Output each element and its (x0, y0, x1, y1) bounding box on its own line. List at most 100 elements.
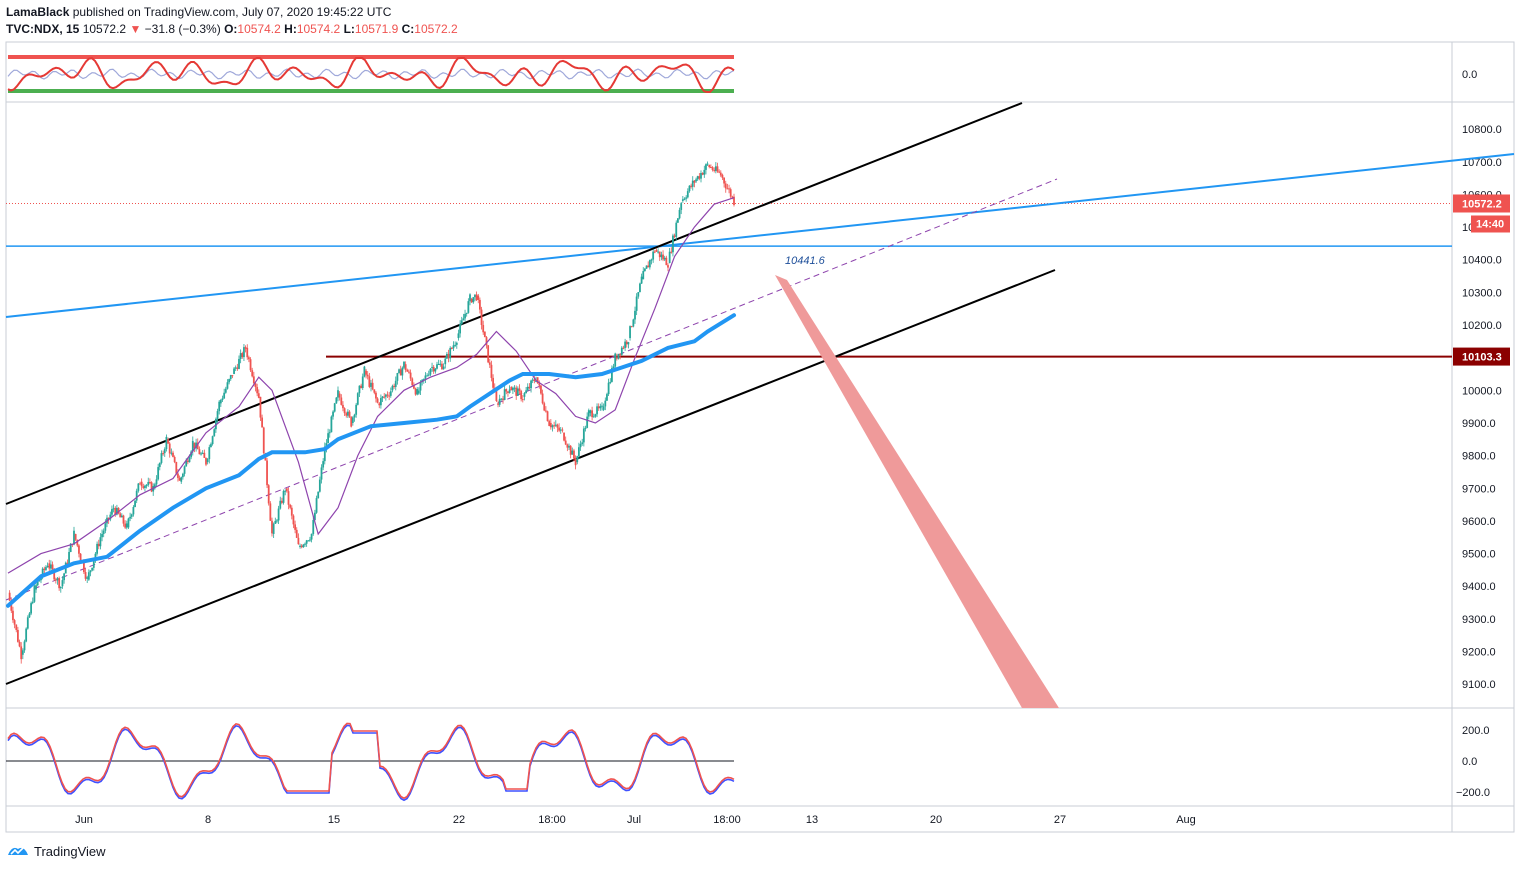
candle-body (693, 180, 696, 183)
candle-body (384, 394, 387, 397)
candle-body (680, 203, 683, 210)
price-tick-label: 9200.0 (1462, 646, 1496, 658)
candle-body (328, 432, 331, 434)
candle-body (383, 396, 386, 398)
candle-body (38, 580, 41, 582)
high-label: H: (284, 22, 297, 36)
candle-body (728, 188, 730, 190)
candle-body (36, 581, 39, 586)
price-tick-label: 10700.0 (1462, 157, 1502, 169)
candle-body (147, 482, 150, 486)
candle-body (482, 324, 485, 333)
candle-body (436, 364, 438, 369)
candle-body (304, 543, 306, 545)
candle-body (462, 318, 465, 321)
price-tick-label: 10000.0 (1462, 385, 1502, 397)
candle-body (665, 257, 668, 266)
candle-body (366, 374, 369, 377)
candle-body (721, 174, 724, 178)
candle-body (615, 357, 618, 359)
footer-brand[interactable]: TradingView (6, 843, 106, 859)
candle-body (201, 452, 204, 454)
candle-body (391, 385, 394, 391)
time-tick-label: 15 (328, 814, 340, 826)
candle-body (373, 389, 376, 393)
candle-body (516, 388, 519, 396)
candle-body (282, 491, 285, 503)
candle-body (276, 520, 278, 522)
candle-body (167, 439, 169, 444)
candle-body (351, 417, 354, 423)
candle-body (723, 177, 725, 184)
candle-body (701, 172, 704, 175)
candle-body (483, 331, 486, 338)
candle-body (266, 460, 268, 486)
chart-canvas[interactable]: 0.0 9100.0 9200.0 9300.0 9400.0 9500.0 9600.0… (0, 0, 1520, 840)
candle-body (292, 515, 295, 525)
candle-body (279, 500, 282, 509)
candle-body (248, 357, 250, 360)
candle-body (713, 169, 716, 171)
candle-body (158, 462, 161, 468)
candle-body (530, 380, 532, 389)
candle-body (221, 398, 224, 401)
ohlc-legend: TVC:NDX, 15 10572.2 ▼ −31.8 (−0.3%) O:10… (6, 22, 458, 36)
candle-body (124, 523, 127, 528)
candle-body (200, 453, 202, 455)
candle-body (259, 396, 262, 418)
candle-body (299, 545, 301, 548)
candle-body (125, 523, 128, 528)
candle-body (281, 500, 283, 503)
candle-body (569, 445, 572, 455)
candle-body (602, 406, 605, 410)
candle-body (706, 163, 709, 165)
candle-body (599, 406, 602, 409)
candle-body (432, 366, 435, 372)
candle-body (625, 341, 628, 345)
candle-body (403, 361, 405, 368)
time-tick-label: 27 (1054, 814, 1066, 826)
candle-body (337, 390, 339, 398)
candle-body (317, 491, 320, 499)
candle-body (488, 362, 491, 365)
candle-body (548, 421, 551, 426)
candle-body (670, 251, 673, 253)
candle-body (546, 411, 549, 422)
candle-body (492, 377, 494, 388)
candle-body (566, 444, 569, 448)
candle-body (667, 265, 669, 268)
candle-body (59, 586, 62, 589)
candle-body (652, 251, 655, 260)
symbol-label[interactable]: TVC:NDX, 15 (6, 22, 80, 36)
open-value: 10574.2 (237, 22, 281, 36)
candle-body (269, 503, 272, 521)
candle-body (731, 196, 734, 198)
candle-body (635, 296, 638, 311)
candle-body (614, 353, 617, 367)
author-name[interactable]: LamaBlack (6, 5, 70, 19)
candle-body (719, 172, 722, 176)
change-arrow-icon: ▼ (129, 22, 142, 36)
candle-body (398, 369, 400, 374)
candle-body (99, 537, 102, 547)
candle-body (695, 179, 697, 182)
high-value: 10574.2 (296, 22, 341, 36)
candle-body (335, 397, 338, 404)
candle-body (130, 514, 133, 517)
candle-body (563, 432, 565, 441)
candle-body (559, 429, 562, 431)
candle-body (375, 392, 377, 399)
candle-body (640, 276, 643, 284)
support-price-label: 10103.3 (1453, 347, 1510, 366)
candle-body (538, 383, 541, 386)
candle-body (554, 424, 557, 426)
candle-body (69, 543, 72, 552)
candle-body (508, 389, 511, 393)
candle-body (413, 385, 415, 389)
candle-body (267, 485, 270, 504)
candle-body (470, 298, 473, 303)
candle-body (294, 524, 296, 530)
candle-body (66, 562, 69, 564)
candle-body (338, 393, 341, 398)
candle-body (41, 568, 44, 578)
